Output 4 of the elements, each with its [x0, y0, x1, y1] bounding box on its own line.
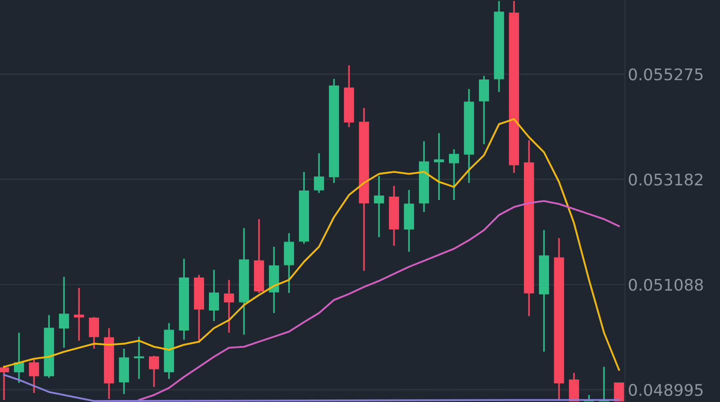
y-tick-label: 0.053182	[628, 174, 702, 186]
y-tick-label: 0.051088	[628, 278, 703, 291]
y-tick-label: 0.048995	[628, 384, 703, 396]
y-tick-label: 0.055275	[628, 68, 703, 80]
